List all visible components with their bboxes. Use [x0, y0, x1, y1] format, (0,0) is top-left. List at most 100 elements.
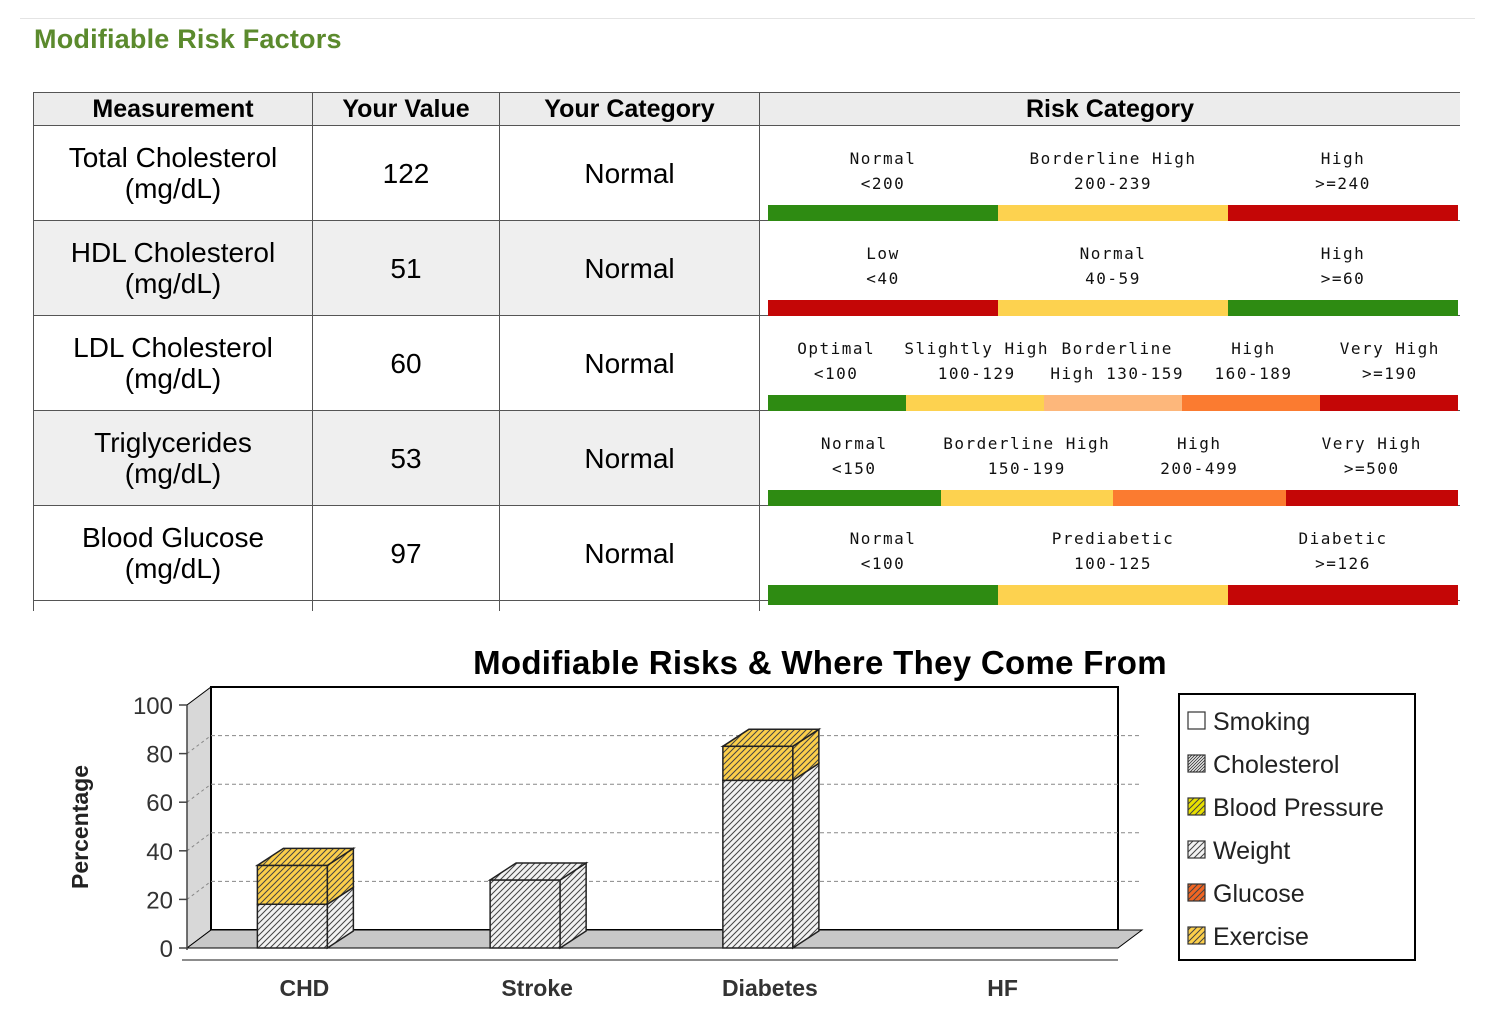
measurement-name: HDL Cholesterol: [70, 237, 276, 268]
chart-gridline-side: [186, 832, 212, 852]
legend-swatch: [1187, 840, 1206, 859]
x-tick-label: CHD: [279, 975, 329, 1001]
risk-label-text: High: [1176, 434, 1222, 453]
risk-segment-label: Very High >=500: [1286, 431, 1459, 481]
your-value-cell: 53: [312, 410, 500, 506]
legend-entry: Smoking: [1213, 708, 1310, 736]
risk-segment-label: Diabetic >=126: [1228, 526, 1458, 576]
risk-label-text: Normal: [820, 434, 888, 453]
your-value-cell: 51: [312, 220, 500, 316]
y-tick-label: 60: [146, 790, 173, 817]
risk-label-text: Very High: [1321, 434, 1422, 453]
risk-segment-label: Borderline High 130-159: [1049, 336, 1185, 386]
risk-label-text: Prediabetic: [1051, 529, 1175, 548]
legend-swatch: [1187, 711, 1206, 730]
bar-segment-side: [792, 761, 820, 950]
bar-segment-front: [489, 879, 561, 949]
risk-label-text: Normal: [849, 149, 917, 168]
bar-segment: [256, 885, 355, 950]
measurement-unit: (mg/dL): [124, 173, 222, 204]
measurement-name: LDL Cholesterol: [73, 332, 273, 363]
risk-scale-segment: [768, 585, 998, 605]
risk-segment-label: Borderline High 150-199: [941, 431, 1114, 481]
legend-entry: Glucose: [1213, 880, 1305, 908]
header-risk-category: Risk Category: [759, 92, 1460, 126]
top-divider: [20, 18, 1475, 19]
chart-floor: [185, 929, 1144, 949]
measurement-name: Total Cholesterol: [68, 142, 278, 173]
risk-label-text: Optimal: [797, 339, 876, 358]
risk-label-text: Borderline High: [943, 434, 1111, 453]
risk-segment-label: Normal 40-59: [998, 241, 1228, 291]
risk-segment-label: High >=240: [1228, 146, 1458, 196]
table-row-partial: [33, 600, 1460, 611]
x-tick-label: Stroke: [501, 975, 573, 1001]
risk-range-text: 200-499: [1160, 459, 1239, 478]
legend-swatch: [1187, 797, 1206, 816]
legend-swatch: [1187, 926, 1206, 945]
x-tick-label: HF: [987, 975, 1018, 1001]
legend-swatch: [1187, 754, 1206, 773]
measurement-unit: (mg/dL): [124, 458, 222, 489]
legend-entry: Blood Pressure: [1213, 794, 1384, 822]
chart-gridline-side: [186, 783, 212, 803]
your-category-cell: Normal: [499, 125, 760, 221]
risk-segment-label: Normal <150: [768, 431, 941, 481]
measurement-cell: LDL Cholesterol (mg/dL): [33, 315, 313, 411]
table-header-row: Measurement Your Value Your Category Ris…: [33, 92, 1460, 126]
measurement-cell: Blood Glucose (mg/dL): [33, 505, 313, 601]
risk-segment-label: High 160-189: [1185, 336, 1321, 386]
risk-range-text: >=126: [1315, 554, 1371, 573]
x-tick-label: Diabetes: [722, 975, 818, 1001]
chart-left-wall: [186, 686, 212, 949]
bar-segment-front: [256, 903, 329, 949]
risk-range-text: High 130-159: [1050, 364, 1184, 383]
table-row: Blood Glucose (mg/dL) 97 Normal Normal <100 Pr…: [33, 505, 1460, 605]
risk-label-text: Normal: [1079, 244, 1147, 263]
bar-segment-front: [256, 864, 329, 906]
risk-label-text: Very High: [1339, 339, 1440, 358]
table-row: Total Cholesterol (mg/dL) 122 Normal Normal <…: [33, 125, 1460, 225]
bar-top-face: [254, 847, 356, 867]
table-row: Triglycerides (mg/dL) 53 Normal Normal <150 Bo…: [33, 410, 1460, 510]
y-tick-label: 40: [146, 839, 173, 866]
chart-legend: [1178, 693, 1416, 961]
bar-segment: [489, 861, 587, 950]
risk-range-text: >=60: [1320, 269, 1366, 288]
risk-range-text: <100: [813, 364, 859, 383]
measurement-unit: (mg/dL): [124, 363, 222, 394]
risk-range-text: >=500: [1343, 459, 1400, 478]
chart-gridline-side: [186, 881, 212, 900]
legend-entry: Cholesterol: [1213, 751, 1339, 779]
risk-range-text: <40: [866, 269, 900, 288]
risk-label-text: Slightly High: [904, 339, 1050, 358]
risk-range-text: <200: [860, 174, 906, 193]
risk-label-text: Borderline High: [1029, 149, 1197, 168]
risk-range-text: 40-59: [1085, 269, 1141, 288]
y-axis-label: Percentage: [67, 765, 93, 889]
risk-segment-label: Borderline High 200-239: [998, 146, 1228, 196]
risk-label-text: Borderline: [1061, 339, 1173, 358]
measurement-unit: (mg/dL): [124, 268, 222, 299]
risk-scale-segment: [998, 585, 1228, 605]
bar-segment: [722, 761, 820, 950]
your-category-cell: Normal: [499, 315, 760, 411]
risk-segment-label: High >=60: [1228, 241, 1458, 291]
risk-label-text: High: [1231, 339, 1276, 358]
bar-segment-front: [722, 779, 794, 949]
risk-segment-label: Low <40: [768, 241, 998, 291]
risk-segment-label: Normal <200: [768, 146, 998, 196]
legend-entry: Exercise: [1213, 923, 1309, 951]
risk-segment-label: Slightly High 100-129: [904, 336, 1049, 386]
risk-range-text: <100: [860, 554, 906, 573]
risk-label-text: High: [1320, 244, 1366, 263]
your-category-cell: Normal: [499, 410, 760, 506]
risk-range-text: >=190: [1361, 364, 1418, 383]
risk-scale-segment: [1228, 585, 1458, 605]
chart-gridline-side: [186, 735, 212, 754]
measurement-name: Triglycerides: [94, 427, 252, 458]
risk-segment-label: Optimal <100: [768, 336, 904, 386]
header-measurement: Measurement: [33, 92, 313, 126]
your-value-cell: 97: [312, 505, 500, 601]
